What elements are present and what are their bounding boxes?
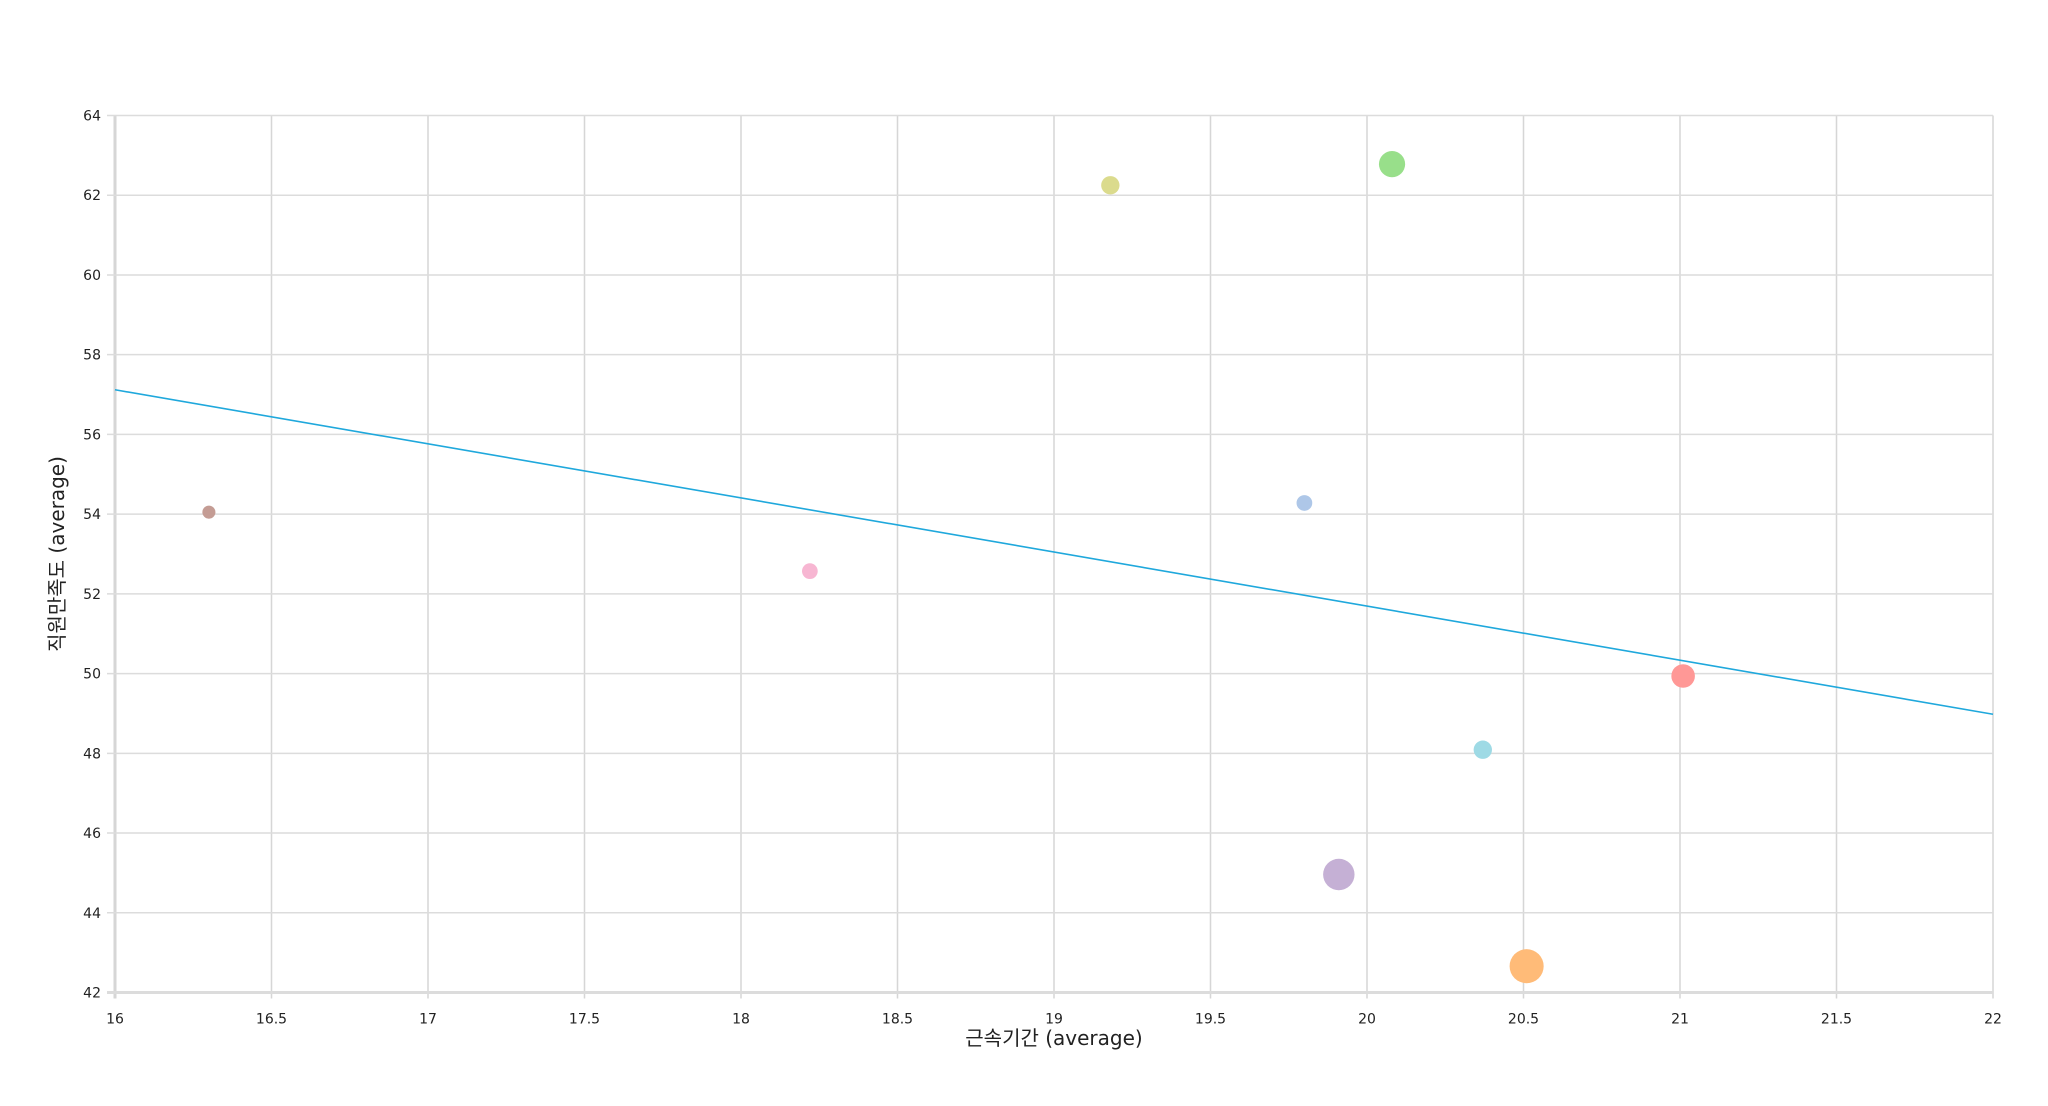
y-tick-label: 62 xyxy=(83,188,101,204)
x-tick-label: 16 xyxy=(106,1012,124,1028)
x-tick-label: 17 xyxy=(419,1012,437,1028)
x-tick-label: 22 xyxy=(1984,1012,2002,1028)
data-point xyxy=(1509,949,1544,984)
data-point xyxy=(1473,740,1492,759)
grid xyxy=(107,114,1994,999)
x-tick-label: 20.5 xyxy=(1508,1012,1539,1028)
y-tick-label: 54 xyxy=(83,507,101,523)
y-tick-label: 50 xyxy=(83,667,101,683)
x-tick-label: 19 xyxy=(1045,1012,1063,1028)
trend-line-group xyxy=(114,388,1994,716)
x-tick-label: 21 xyxy=(1671,1012,1689,1028)
y-tick-label: 44 xyxy=(83,906,101,922)
y-tick-label: 48 xyxy=(83,746,101,762)
y-tick-label: 64 xyxy=(83,109,101,125)
x-tick-label: 17.5 xyxy=(569,1012,600,1028)
x-tick-label: 18.5 xyxy=(882,1012,913,1028)
data-point xyxy=(1101,176,1120,195)
x-axis-label: 근속기간 (average) xyxy=(965,1026,1142,1050)
data-point xyxy=(202,505,216,519)
data-point xyxy=(1296,495,1313,511)
y-axis-label: 직원만족도 (average) xyxy=(45,456,69,652)
data-points xyxy=(202,151,1695,984)
data-point xyxy=(1323,858,1355,891)
x-tick-label: 20 xyxy=(1358,1012,1376,1028)
data-point xyxy=(802,563,818,580)
x-tick-label: 16.5 xyxy=(256,1012,287,1028)
y-tick-label: 52 xyxy=(83,587,101,603)
y-tick-label: 46 xyxy=(83,826,101,842)
y-tick-label: 60 xyxy=(83,268,101,284)
x-tick-label: 21.5 xyxy=(1821,1012,1852,1028)
y-tick-label: 56 xyxy=(83,427,101,443)
x-tick-label: 18 xyxy=(732,1012,750,1028)
tick-labels: 16 16.5 17 17.5 18 18.5 19 19.5 20 20.5 21 21.5 22 42… xyxy=(83,109,2002,1028)
y-tick-label: 42 xyxy=(83,986,101,1002)
data-point xyxy=(1378,151,1406,178)
data-point xyxy=(1671,664,1695,688)
x-tick-label: 19.5 xyxy=(1195,1012,1226,1028)
y-tick-label: 58 xyxy=(83,348,101,364)
trend-line xyxy=(114,388,1994,716)
